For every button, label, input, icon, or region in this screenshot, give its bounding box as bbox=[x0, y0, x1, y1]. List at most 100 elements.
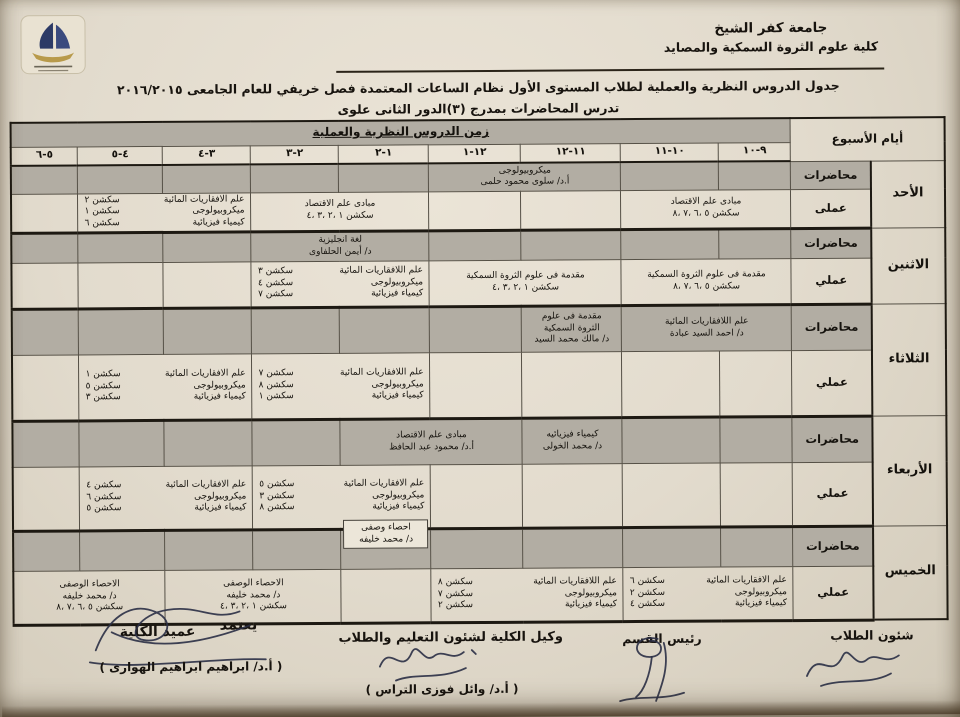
section-label: سكشن ٨ bbox=[437, 577, 473, 588]
schedule-cell bbox=[11, 354, 80, 421]
cell-content: علم الافقاريات المائية سكشن ٥ ميكروبيولوجى… bbox=[255, 477, 428, 515]
schedule-cell bbox=[12, 466, 81, 531]
schedule-cell bbox=[429, 351, 523, 419]
cell-line: الاحصاء الوصفى bbox=[223, 578, 284, 589]
schedule-subtitle: تدرس المحاضرات بمدرج (٣)الدور الثانى علو… bbox=[337, 100, 620, 117]
schedule-cell: علم الافقاريات المائية سكشن ٢ ميكروبيولوجى… bbox=[77, 192, 252, 233]
university-name: جامعة كفر الشيخ bbox=[714, 19, 828, 37]
section-label: سكشن ٢ bbox=[437, 600, 474, 611]
approve-word: يعتمد bbox=[219, 617, 258, 634]
cell-line: احصاء وصفى bbox=[361, 522, 411, 533]
cell-content: علم الافقاريات المائية سكشن ١ ميكروبيولوجى… bbox=[82, 367, 250, 405]
cell-line: الاحصاء الوصفى bbox=[59, 579, 120, 590]
schedule-cell bbox=[621, 350, 721, 418]
course-name: كيمياء فيزيائية bbox=[371, 288, 424, 300]
schedule-cell: ميكروبيولوجى أ.د/ سلوى محمود حلمى bbox=[428, 162, 621, 192]
practical-row-label: عملي bbox=[791, 349, 873, 417]
schedule-cell: مقدمة فى علوم الثروة السمكية سكشن ٥ ،٦ ،٧… bbox=[621, 258, 792, 306]
course-name: ميكروبيولوجى bbox=[193, 380, 246, 391]
course-section-line: ميكروبيولوجى سكشن ٦ bbox=[82, 491, 250, 504]
cell-content: مبادى علم الاقتصاد سكشن ١ ،٢ ،٣ ،٤ bbox=[254, 198, 427, 224]
course-name: علم اللافقاريات المائية bbox=[339, 265, 423, 276]
schedule-cell: مقدمة فى علوم الثروة السمكية د/ مالك محمد … bbox=[521, 305, 622, 352]
cell-line: لغة انجليزية bbox=[318, 234, 363, 245]
cell-content: احصاء وصفى د/ محمد خليفه bbox=[343, 519, 429, 550]
cell-line: الثروة السمكية bbox=[543, 322, 600, 334]
course-section-line: علم الافقاريات المائية سكشن ٤ bbox=[82, 479, 250, 492]
course-section-line: كيمياء فيزيائية سكشن ١ bbox=[255, 391, 428, 404]
cell-line: أ.د/ محمود عبد الحافظ bbox=[389, 441, 475, 453]
student-affairs-label: شئون الطلاب bbox=[830, 627, 914, 643]
course-section-line: ميكروبيولوجى سكشن ٤ bbox=[254, 277, 427, 290]
course-section-line: ميكروبيولوجى سكشن ٣ bbox=[255, 490, 428, 503]
time-slot-header: ١٢-١ bbox=[428, 143, 521, 164]
schedule-cell bbox=[520, 190, 622, 230]
section-label: سكشن ٧ bbox=[258, 368, 294, 379]
day-name: الأحد bbox=[870, 160, 946, 228]
schedule-cell bbox=[11, 232, 79, 263]
schedule-cell bbox=[430, 463, 524, 529]
schedule-cell bbox=[622, 462, 722, 528]
course-name: علم اللافقاريات المائية bbox=[533, 576, 617, 587]
section-label: سكشن ٨ bbox=[258, 379, 294, 391]
section-label: سكشن ١ bbox=[84, 206, 120, 217]
practical-row-label: عملي bbox=[793, 565, 874, 621]
course-section-line: علم اللافقاريات المائية سكشن ٣ bbox=[254, 265, 427, 278]
schedule-cell bbox=[163, 231, 252, 262]
cell-content: ميكروبيولوجى أ.د/ سلوى محمود حلمى bbox=[431, 164, 618, 191]
course-name: ميكروبيولوجى bbox=[194, 491, 247, 502]
course-name: علم الافقاريات المائية bbox=[165, 479, 247, 490]
section-label: سكشن ٢ bbox=[629, 587, 666, 598]
lectures-row-label: محاضرات bbox=[791, 227, 872, 259]
schedule-cell: احصاء وصفى د/ محمد خليفه bbox=[341, 519, 432, 569]
section-label: سكشن ٧ bbox=[258, 289, 294, 300]
course-name: ميكروبيولوجى bbox=[564, 587, 617, 599]
cell-line: أ.د/ سلوى محمود حلمى bbox=[480, 176, 570, 188]
time-slot-header: ٣-٤ bbox=[162, 145, 251, 165]
section-label: سكشن ٨ bbox=[259, 502, 295, 513]
cell-line: د/ محمد خليفه bbox=[359, 533, 414, 545]
cell-line: سكشن ٥ ،٦ ،٧ ،٨ bbox=[673, 280, 741, 292]
schedule-cell bbox=[78, 307, 164, 355]
section-label: سكشن ٦ bbox=[629, 575, 665, 587]
vice-dean-name: ( أ.د/ وائل فوزى التراس ) bbox=[365, 681, 519, 697]
section-label: سكشن ٥ bbox=[85, 380, 121, 392]
course-name: كيمياء فيزيائية bbox=[371, 390, 424, 402]
schedule-cell bbox=[719, 228, 792, 259]
time-slot-header: ١١-١٢ bbox=[520, 143, 621, 163]
course-name: كيمياء فيزيائية bbox=[734, 598, 788, 609]
section-label: سكشن ٣ bbox=[259, 490, 295, 502]
course-name: ميكروبيولوجى bbox=[370, 277, 424, 288]
cell-content: علم اللافقاريات المائية سكشن ٣ ميكروبيولوج… bbox=[254, 264, 427, 302]
schedule-cell: مبادى علم الاقتصاد سكشن ١ ،٢ ،٣ ،٤ bbox=[250, 191, 430, 232]
schedule-cell bbox=[720, 462, 794, 527]
cell-content: مقدمة فى علوم الثروة السمكية سكشن ٥ ،٦ ،٧… bbox=[624, 268, 789, 294]
schedule-cell: علم اللافقاريات المائية د/ احمد السيد عبا… bbox=[621, 304, 792, 352]
practical-row-label: عملى bbox=[790, 188, 872, 229]
course-section-line: كيمياء فيزيائية سكشن ٢ bbox=[434, 600, 621, 613]
section-label: سكشن ٦ bbox=[86, 491, 122, 503]
sailboat-university-emblem-icon bbox=[20, 14, 86, 75]
schedule-cell bbox=[252, 418, 341, 466]
schedule-cell bbox=[80, 529, 166, 571]
schedule-cell bbox=[621, 228, 720, 260]
schedule-cell bbox=[429, 305, 522, 353]
section-label: سكشن ٤ bbox=[629, 599, 666, 610]
schedule-cell: علم اللافقاريات المائية سكشن ٧ ميكروبيولوج… bbox=[251, 352, 431, 420]
schedule-cell: علم اللافقاريات المائية سكشن ٨ ميكروبيولوج… bbox=[431, 567, 624, 623]
schedule-cell bbox=[718, 161, 791, 190]
time-slot-header: ٥-٦ bbox=[10, 146, 78, 166]
week-days-header: أيام الأسبوع bbox=[790, 117, 945, 162]
day-name: الاثنين bbox=[871, 227, 946, 304]
schedule-cell bbox=[341, 568, 432, 623]
schedule-cell bbox=[521, 229, 622, 260]
cell-line: د/ محمد الخولى bbox=[542, 440, 603, 452]
course-name: علم الافقاريات المائية bbox=[164, 368, 246, 379]
course-name: كيمياء فيزيائية bbox=[194, 502, 247, 514]
cell-line: د/ مالك محمد السيد bbox=[534, 334, 610, 346]
cell-line: سكشن ٥ ،٦ ،٧ ،٨ bbox=[56, 602, 124, 613]
time-slot-header: ٢-٣ bbox=[250, 144, 339, 165]
schedule-cell: لغة انجليزية د/ أيمن الحلفاوى bbox=[251, 230, 430, 262]
schedule-cell bbox=[251, 306, 340, 354]
schedule-cell bbox=[523, 527, 624, 568]
